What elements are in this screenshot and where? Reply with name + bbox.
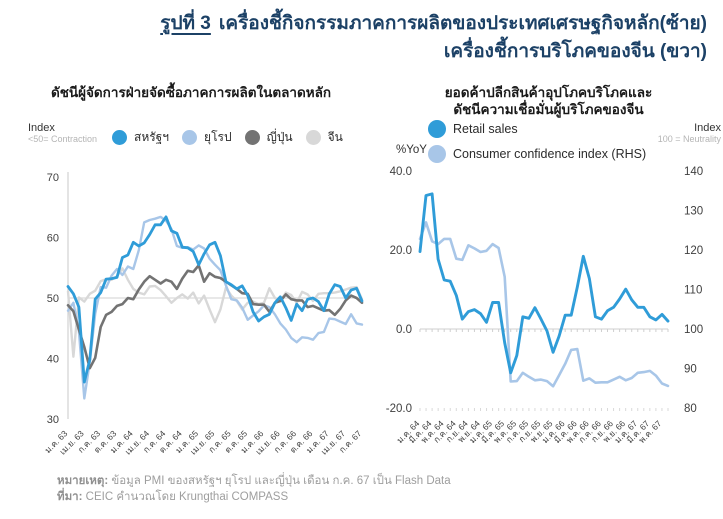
legend-item-europe: ยุโรป bbox=[182, 128, 232, 147]
footer-notes: หมายเหตุ: ข้อมูล PMI ของสหรัฐฯ ยุโรป และ… bbox=[57, 473, 451, 505]
pmi-chart-panel: ดัชนีผู้จัดการฝ่ายจัดซื้อภาคการผลิตในตลา… bbox=[8, 82, 374, 482]
svg-text:0.0: 0.0 bbox=[396, 324, 412, 336]
china-consumption-chart-panel: ยอดค้าปลีกสินค้าอุปโภคบริโภคและ ดัชนีควา… bbox=[374, 82, 723, 482]
us-legend-dot-icon bbox=[112, 130, 127, 145]
legend-item-us: สหรัฐฯ bbox=[112, 128, 169, 147]
svg-text:140: 140 bbox=[684, 166, 703, 178]
consumer-confidence-legend-label: Consumer confidence index (RHS) bbox=[453, 147, 647, 161]
legend-item-china: จีน bbox=[305, 128, 343, 147]
legend-item-japan: ญี่ปุ่น bbox=[244, 128, 293, 147]
pmi-y-axis-note: Index <50= Contraction bbox=[28, 122, 97, 144]
svg-text:60: 60 bbox=[47, 233, 59, 245]
legend-item-retail-sales: Retail sales bbox=[428, 120, 518, 138]
us-legend-label: สหรัฐฯ bbox=[134, 130, 170, 144]
china-legend: Retail sales Consumer confidence index (… bbox=[428, 120, 646, 163]
svg-text:20.0: 20.0 bbox=[390, 245, 412, 257]
figure-title-line1-wrap: รูปที่ 3 เครื่องชี้กิจกรรมภาคการผลิตของปร… bbox=[160, 10, 707, 38]
svg-text:30: 30 bbox=[47, 414, 59, 426]
svg-text:110: 110 bbox=[684, 285, 702, 297]
svg-text:40.0: 40.0 bbox=[390, 166, 412, 178]
pmi-legend: สหรัฐฯ ยุโรป ญี่ปุ่น จีน bbox=[112, 128, 343, 147]
pmi-y-axis-sublabel: <50= Contraction bbox=[28, 134, 98, 144]
svg-text:40: 40 bbox=[47, 354, 59, 366]
retail-sales-legend-label: Retail sales bbox=[453, 122, 518, 136]
china-chart-title: ยอดค้าปลีกสินค้าอุปโภคบริโภคและ ดัชนีควา… bbox=[374, 84, 723, 118]
europe-legend-label: ยุโรป bbox=[204, 130, 232, 144]
pmi-chart-title: ดัชนีผู้จัดการฝ่ายจัดซื้อภาคการผลิตในตลา… bbox=[50, 85, 332, 100]
svg-text:100: 100 bbox=[684, 324, 703, 336]
svg-text:-20.0: -20.0 bbox=[386, 403, 412, 415]
source-note: ที่มา: CEIC คำนวณโดย Krungthai COMPASS bbox=[57, 489, 451, 505]
svg-text:130: 130 bbox=[684, 206, 703, 218]
japan-legend-dot-icon bbox=[244, 130, 260, 145]
figure-title-line1: เครื่องชี้กิจกรรมภาคการผลิตของประเทศเศรษ… bbox=[218, 13, 707, 34]
svg-text:50: 50 bbox=[47, 293, 59, 305]
footnote-text: ข้อมูล PMI ของสหรัฐฯ ยุโรป และญี่ปุ่น เด… bbox=[108, 475, 451, 487]
source-label: ที่มา: bbox=[57, 491, 83, 503]
europe-legend-dot-icon bbox=[182, 130, 198, 145]
figure-number: รูปที่ 3 bbox=[160, 13, 211, 34]
svg-text:80: 80 bbox=[684, 403, 697, 415]
china-legend-dot-icon bbox=[305, 130, 321, 145]
china-chart-title-line1: ยอดค้าปลีกสินค้าอุปโภคบริโภคและ bbox=[444, 85, 653, 100]
footnote-label: หมายเหตุ: bbox=[57, 475, 109, 487]
china-left-axis-label: %YoY bbox=[396, 144, 427, 156]
figure-title-line2: เครื่องชี้การบริโภคของจีน (ขวา) bbox=[443, 41, 707, 62]
japan-legend-label: ญี่ปุ่น bbox=[266, 130, 293, 144]
footnote: หมายเหตุ: ข้อมูล PMI ของสหรัฐฯ ยุโรป และ… bbox=[57, 473, 451, 489]
legend-item-consumer-confidence: Consumer confidence index (RHS) bbox=[428, 145, 646, 163]
retail-sales-legend-dot-icon bbox=[428, 120, 446, 138]
china-chart-plot: 40.020.00.0-20.01401301201101009080ม.ค. … bbox=[386, 166, 703, 445]
figure-title: รูปที่ 3 เครื่องชี้กิจกรรมภาคการผลิตของปร… bbox=[160, 10, 707, 66]
pmi-y-axis-label: Index bbox=[28, 122, 55, 134]
china-right-axis-sublabel: 100 = Neutrality bbox=[657, 134, 721, 144]
china-chart-title-line2: ดัชนีความเชื่อมั่นผู้บริโภคของจีน bbox=[453, 102, 644, 117]
source-text: CEIC คำนวณโดย Krungthai COMPASS bbox=[82, 491, 289, 503]
china-legend-label: จีน bbox=[327, 130, 343, 144]
svg-text:90: 90 bbox=[684, 364, 697, 376]
china-right-axis-label: Index bbox=[694, 122, 721, 134]
consumer-confidence-legend-dot-icon bbox=[428, 145, 446, 163]
svg-text:70: 70 bbox=[47, 172, 59, 184]
china-right-axis-note: Index 100 = Neutrality bbox=[658, 122, 721, 144]
svg-text:120: 120 bbox=[684, 245, 703, 257]
